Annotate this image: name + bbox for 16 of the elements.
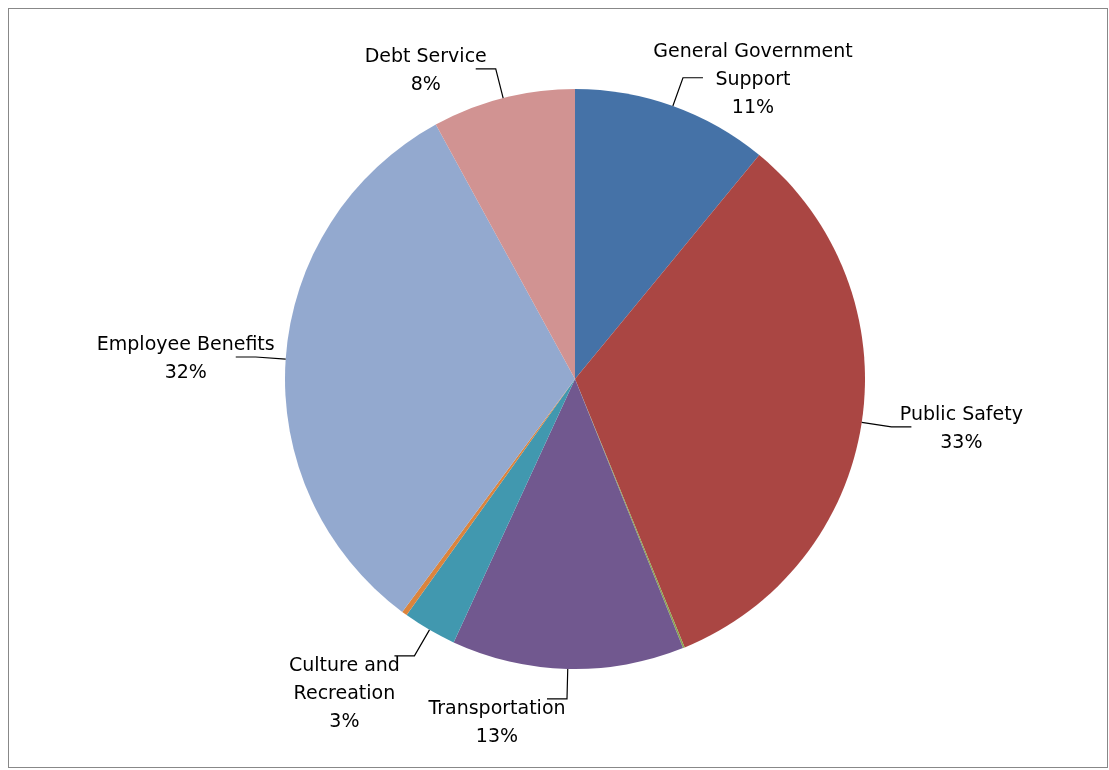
pie-slice — [575, 155, 865, 648]
pie-slice — [285, 124, 575, 612]
slice-label: Debt Service — [364, 43, 487, 66]
slice-label: Culture and Recreation — [288, 652, 400, 703]
pie-slice — [453, 379, 684, 669]
slice-label: Employee Benefits — [96, 331, 275, 354]
pie-slice — [435, 89, 575, 379]
data-label: 11% — [731, 94, 775, 117]
data-label: 33% — [940, 429, 983, 452]
data-label: 13% — [475, 723, 519, 746]
data-label: 3% — [329, 708, 360, 731]
slice-label: Public Safety — [899, 401, 1023, 424]
data-label: 8% — [410, 71, 441, 94]
data-label: 32% — [164, 359, 207, 382]
slice-label: Transportation — [427, 695, 566, 718]
slice-label: General Government Support — [653, 38, 853, 89]
